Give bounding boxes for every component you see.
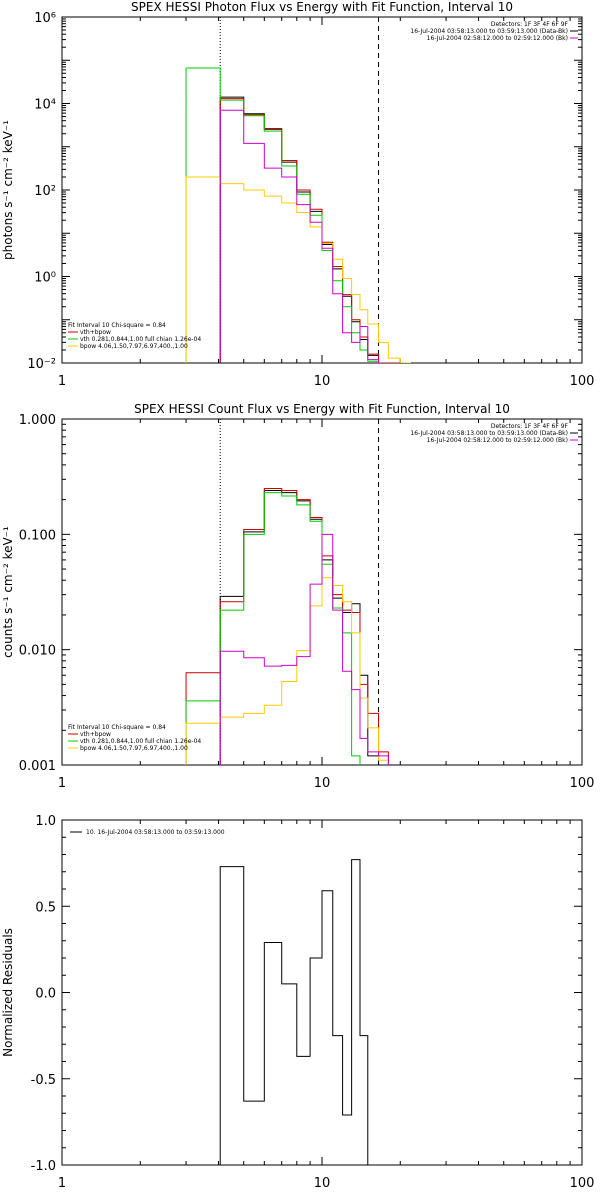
plot-frame: [61, 16, 583, 364]
y-axis-label: Normalized Residuals: [1, 928, 15, 1057]
y-axis-label: counts s⁻¹ cm⁻² keV⁻¹: [1, 526, 15, 658]
series-vth-line: [185, 492, 361, 765]
series-background-line: [219, 109, 380, 363]
series-background-line: [219, 533, 389, 765]
y-tick-label: 10⁴: [34, 98, 56, 113]
y-tick-label: 10⁰: [34, 271, 56, 286]
chart-panel-1: 1 10 100 10⁻² 10⁰ 10² 10⁴ 10⁶ photons s⁻¹ cm⁻² k…: [1, 0, 594, 389]
plot-frame: [61, 819, 583, 1166]
info-line: Detectors: 1F 3F 4F 6F 9F: [491, 21, 569, 28]
y-tick-label: 10⁻²: [27, 357, 56, 372]
chart-panel-2: 1 10 100 0.001 0.010 0.100 1.000 counts s⁻¹ cm⁻…: [1, 402, 594, 791]
series-bpow-line: [185, 176, 412, 363]
y-tick-label: 1.000: [19, 413, 56, 428]
x-tick-label: 10: [314, 776, 331, 791]
fit-legend-line: vth 0.281,0.844,1.00 full chian 1.26e-04: [80, 336, 201, 343]
series-vth-line: [185, 67, 380, 363]
fit-legend-line: Fit Interval 10 Chi-square = 0.84: [68, 724, 166, 731]
info-line: 16-Jul-2004 03:58:13.000 to 03:59:13.000…: [410, 28, 568, 35]
y-axis-label: photons s⁻¹ cm⁻² keV⁻¹: [1, 120, 15, 260]
info-line: Detectors: 1F 3F 4F 6F 9F: [491, 423, 569, 430]
fit-legend-line: vth+bpow: [80, 329, 111, 336]
x-tick-label: 100: [570, 374, 595, 389]
y-tick-label: 0.001: [19, 759, 56, 774]
x-tick-label: 10: [314, 1176, 331, 1191]
y-tick-label: -0.5: [31, 1073, 56, 1088]
x-tick-label: 1: [58, 374, 66, 389]
info-line: 16-Jul-2004 03:58:13.000 to 03:59:13.000…: [410, 430, 568, 437]
series-bpow-line: [185, 577, 389, 765]
x-tick-label: 10: [314, 374, 331, 389]
fit-legend-line: Fit Interval 10 Chi-square = 0.84: [68, 322, 166, 329]
y-tick-label: 0.5: [35, 900, 56, 915]
series-vth-bpow-line: [219, 98, 412, 363]
fit-legend-line: bpow 4.06,1.50,7.97,6.97,400.,1.00: [80, 343, 188, 350]
y-tick-label: 1.0: [35, 814, 56, 829]
y-tick-label: -1.0: [31, 1159, 56, 1174]
y-tick-label: 10⁶: [34, 11, 56, 26]
fit-legend-line: vth+bpow: [80, 731, 111, 738]
y-tick-label: 0.0: [35, 987, 56, 1002]
chart-panel-3: 1 10 100 -1.0 -0.5 0.0 0.5 1.0 Normalized Residu…: [1, 814, 594, 1191]
info-line: 16-Jul-2004 02:58:12.000 to 02:59:12.000…: [427, 35, 568, 42]
residual-legend-label: 10. 16-Jul-2004 03:58:13.000 to 03:59:13…: [86, 829, 225, 836]
fit-legend-line: vth 0.281,0.844,1.00 full chian 1.26e-04: [80, 738, 201, 745]
fit-legend-line: bpow 4.06,1.50,7.97,6.97,400.,1.00: [80, 745, 188, 752]
y-tick-label: 0.010: [19, 644, 56, 659]
series-residuals-line: [219, 859, 369, 1165]
y-tick-label: 10²: [34, 184, 56, 199]
chart-title: SPEX HESSI Photon Flux vs Energy with Fi…: [131, 0, 513, 14]
x-tick-label: 1: [58, 776, 66, 791]
x-tick-label: 100: [570, 1176, 595, 1191]
chart-title: SPEX HESSI Count Flux vs Energy with Fit…: [134, 402, 510, 416]
info-line: 16-Jul-2004 02:58:12.000 to 02:59:12.000…: [427, 437, 568, 444]
series-data-line: [219, 96, 412, 363]
y-tick-label: 0.100: [19, 528, 56, 543]
x-tick-label: 1: [58, 1176, 66, 1191]
x-tick-label: 100: [570, 776, 595, 791]
